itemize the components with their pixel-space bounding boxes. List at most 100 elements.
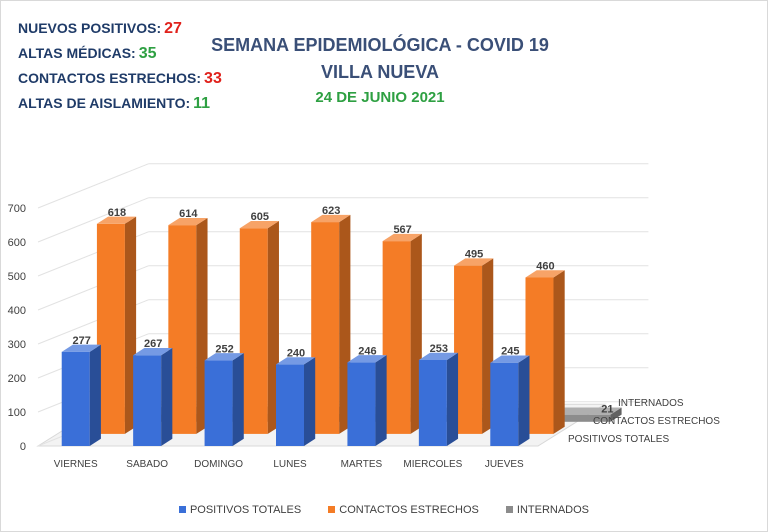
bar-side — [89, 344, 101, 446]
data-label: 495 — [465, 249, 483, 261]
bar-side — [518, 355, 530, 446]
depth-axis-label: CONTACTOS ESTRECHOS — [593, 416, 720, 427]
stat-value: 11 — [193, 95, 211, 112]
bar-4: 623 — [311, 205, 351, 434]
data-label: 623 — [322, 205, 340, 217]
bar-top — [133, 348, 173, 356]
title-line-2: VILLA NUEVA — [320, 62, 439, 82]
chart-title: SEMANA EPIDEMIOLÓGICA - COVID 19 VILLA N… — [160, 32, 600, 110]
y-tick-label: 600 — [8, 237, 26, 249]
bar-front — [347, 362, 376, 446]
bar-6: 495 — [454, 249, 494, 434]
stat-altas-aislamiento: ALTAS DE AISLAMIENTO: 11 — [18, 91, 222, 116]
x-tick-label: DOMINGO — [194, 459, 243, 470]
bar-side — [610, 407, 622, 422]
data-label: 245 — [501, 346, 519, 358]
stat-label: ALTAS MÉDICAS: — [18, 45, 136, 61]
bar-2: 267 — [133, 338, 173, 446]
bar-top — [96, 216, 137, 224]
bar-top — [61, 344, 101, 352]
bar-front — [239, 228, 268, 434]
bar-side — [446, 352, 459, 446]
y-tick-label: 200 — [8, 373, 26, 385]
gridline-depth — [37, 197, 149, 243]
bar-top — [311, 214, 351, 223]
bar-front — [61, 351, 90, 446]
data-label: 460 — [536, 261, 554, 273]
legend: POSITIVOS TOTALES CONTACTOS ESTRECHOS IN… — [0, 504, 768, 516]
bar-front — [536, 414, 611, 422]
bar-5: 246 — [347, 345, 387, 446]
x-tick-label: VIERNES — [54, 459, 98, 470]
bar-top — [347, 355, 387, 363]
bar-7: 245 — [490, 346, 530, 446]
y-tick-label: 700 — [8, 203, 26, 215]
stats-panel: NUEVOS POSITIVOS: 27 ALTAS MÉDICAS: 35 CON… — [18, 16, 222, 116]
depth-axis-label: POSITIVOS TOTALES — [568, 434, 669, 445]
data-label: 605 — [251, 211, 269, 223]
data-label: 246 — [358, 345, 376, 357]
bar-front — [490, 362, 519, 446]
stat-label: CONTACTOS ESTRECHOS: — [18, 70, 202, 86]
x-tick-label: MIERCOLES — [403, 459, 462, 470]
bar-side — [553, 270, 565, 434]
legend-label: CONTACTOS ESTRECHOS — [339, 504, 479, 516]
y-tick-label: 0 — [20, 441, 26, 453]
bar-front — [454, 265, 483, 434]
bar-front — [418, 359, 447, 446]
bar-top — [204, 353, 244, 361]
y-tick-label: 300 — [8, 339, 26, 351]
legend-swatch — [505, 506, 513, 513]
bar-1: 277 — [61, 335, 101, 446]
bar-side — [304, 357, 316, 446]
stat-value: 35 — [138, 45, 157, 62]
bar-4: 240 — [276, 347, 316, 446]
bar-3: 252 — [204, 343, 244, 446]
data-label: 240 — [287, 347, 305, 359]
bar-front — [96, 223, 125, 434]
bar-top — [454, 258, 494, 266]
y-tick-label: 400 — [8, 305, 26, 317]
stat-value: 33 — [204, 70, 222, 87]
stat-label: ALTAS DE AISLAMIENTO: — [18, 95, 191, 111]
bar-side — [232, 353, 244, 446]
stat-label: NUEVOS POSITIVOS: — [18, 20, 162, 36]
data-label: 277 — [73, 335, 91, 347]
legend-item-internados: INTERNADOS — [505, 504, 590, 516]
bar-front — [525, 277, 554, 434]
bar-front — [311, 222, 340, 434]
legend-label: INTERNADOS — [516, 504, 590, 516]
x-tick-label: SABADO — [126, 459, 168, 470]
legend-swatch — [178, 506, 186, 513]
title-date: 24 DE JUNIO 2021 — [315, 89, 445, 106]
bar-6: 253 — [418, 343, 459, 446]
x-tick-label: LUNES — [273, 459, 307, 470]
bar-1: 618 — [96, 207, 137, 434]
bar-top — [276, 357, 316, 365]
legend-item-contactos: CONTACTOS ESTRECHOS — [328, 504, 479, 516]
bar-top — [490, 355, 530, 363]
bar-side — [375, 355, 387, 446]
stat-contactos-estrechos: CONTACTOS ESTRECHOS: 33 — [18, 66, 222, 91]
title-line-1: SEMANA EPIDEMIOLÓGICA - COVID 19 — [211, 35, 549, 55]
bar-5: 567 — [382, 224, 422, 434]
bar-top — [239, 221, 279, 229]
bar-top — [382, 233, 422, 242]
data-label: 267 — [144, 338, 162, 350]
y-tick-label: 100 — [8, 407, 26, 419]
data-label: 614 — [179, 208, 198, 220]
bar-2: 614 — [168, 208, 208, 434]
stat-nuevos-positivos: NUEVOS POSITIVOS: 27 — [18, 16, 222, 41]
stat-value: 27 — [164, 20, 182, 37]
data-label: 567 — [393, 224, 411, 236]
bar-side — [161, 348, 173, 446]
data-label: 618 — [108, 207, 126, 219]
bar-top — [168, 217, 208, 226]
x-tick-label: JUEVES — [485, 459, 524, 470]
depth-axis-label: INTERNADOS — [618, 398, 684, 409]
gridline-depth — [37, 163, 149, 209]
bar-7: 460 — [525, 261, 565, 434]
bar-front — [276, 364, 304, 446]
bar-front — [382, 241, 411, 434]
